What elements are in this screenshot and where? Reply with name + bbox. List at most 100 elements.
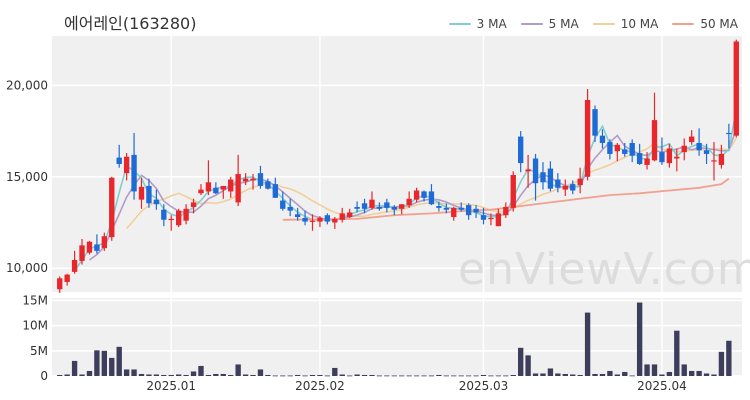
volume-bar (317, 374, 323, 376)
volume-bar (94, 350, 100, 376)
volume-bar (458, 375, 464, 377)
volume-bar (696, 370, 702, 376)
candle-body (354, 206, 360, 209)
candle-body (376, 206, 383, 209)
volume-bar (451, 375, 457, 377)
candle-body (235, 174, 241, 203)
x-tick-label: 2025.01 (146, 379, 196, 393)
legend-swatch-ma5 (520, 23, 543, 25)
candle-body (607, 142, 613, 154)
candle-body (451, 207, 457, 218)
candle-body (488, 217, 494, 220)
candle-body (696, 142, 702, 151)
candle-body (681, 145, 687, 153)
candle-body (361, 203, 368, 209)
volume-bar (644, 364, 650, 376)
volume-bar (146, 374, 152, 376)
legend: 3 MA 5 MA 10 MA 50 MA (448, 17, 738, 31)
price-tick-label: 10,000 (6, 261, 48, 275)
candle-body (629, 142, 635, 156)
x-tick-label: 2025.04 (637, 379, 687, 393)
volume-bar (659, 374, 665, 376)
candle-body (265, 181, 271, 189)
volume-bar (346, 375, 353, 377)
legend-item-ma5[interactable]: 5 MA (520, 17, 579, 31)
candle-body (123, 156, 130, 174)
candle-body (190, 202, 197, 207)
volume-bar (517, 347, 524, 376)
legend-item-ma3[interactable]: 3 MA (448, 17, 507, 31)
candle-body (317, 217, 323, 222)
candle-body (220, 185, 226, 190)
candle-body (540, 172, 546, 183)
volume-bar (272, 375, 279, 377)
volume-bar (562, 373, 568, 376)
volume-bar (109, 357, 115, 376)
volume-bar (473, 375, 479, 377)
candle-body (294, 214, 301, 218)
legend-swatch-ma10 (592, 23, 615, 25)
volume-bar (555, 373, 561, 376)
volume-bar (703, 373, 710, 376)
volume-bar (666, 371, 673, 376)
candle-body (399, 204, 405, 209)
candle-body (369, 199, 375, 208)
watermark: enViewV.com (458, 244, 750, 295)
candle-body (175, 210, 182, 226)
candle-body (64, 274, 70, 282)
legend-item-ma50[interactable]: 50 MA (672, 17, 738, 31)
volume-bar (213, 373, 219, 376)
volume-bar (495, 375, 502, 377)
volume-bar (503, 375, 509, 377)
candle-body (659, 152, 665, 163)
volume-bar (540, 373, 546, 376)
candle-body (131, 154, 137, 192)
candle-body (547, 168, 554, 189)
candle-body (79, 245, 85, 261)
candle-body (287, 206, 293, 211)
candle-body (86, 241, 93, 253)
volume-bar (607, 370, 613, 376)
volume-bar (406, 375, 412, 377)
volume-bar (138, 373, 145, 376)
axis-labels: 10,000 15,000 20,000 0 5M 10M 15M 2025.01 2025.0… (6, 78, 687, 393)
legend-label-ma50: 50 MA (700, 17, 738, 31)
volume-bar (71, 360, 78, 376)
candle-body (421, 191, 427, 198)
candle-body (413, 190, 420, 200)
legend-item-ma10[interactable]: 10 MA (592, 17, 658, 31)
candle-body (257, 173, 264, 186)
candle-body (592, 109, 598, 136)
candle-body (443, 207, 450, 210)
candle-body (213, 187, 219, 194)
volume-bar (421, 375, 427, 377)
candle-body (339, 213, 345, 220)
volume-bar (361, 374, 368, 376)
volume-bar (198, 365, 204, 376)
candle-body (242, 178, 249, 182)
volume-bar (153, 374, 160, 376)
x-tick-label: 2025.03 (459, 379, 509, 393)
volume-bar (116, 346, 122, 376)
volume-bar (599, 373, 606, 376)
candle-body (584, 100, 591, 177)
volume-tick-label: 15M (22, 294, 48, 308)
candle-body (688, 136, 695, 143)
volume-bar (688, 370, 695, 376)
legend-swatch-ma3 (448, 23, 471, 25)
candle-body (562, 185, 568, 190)
candle-body (711, 160, 717, 162)
candle-body (228, 179, 234, 192)
volume-bar (324, 375, 331, 377)
volume-bar (257, 369, 264, 376)
candle-body (517, 136, 524, 164)
candle-body (465, 205, 472, 216)
candle-body (161, 209, 167, 220)
candle-body (168, 218, 174, 221)
candle-body (94, 244, 100, 251)
legend-label-ma3: 3 MA (476, 17, 507, 31)
candle-body (495, 213, 502, 227)
candle-body (644, 158, 650, 165)
volume-bar (205, 374, 212, 376)
